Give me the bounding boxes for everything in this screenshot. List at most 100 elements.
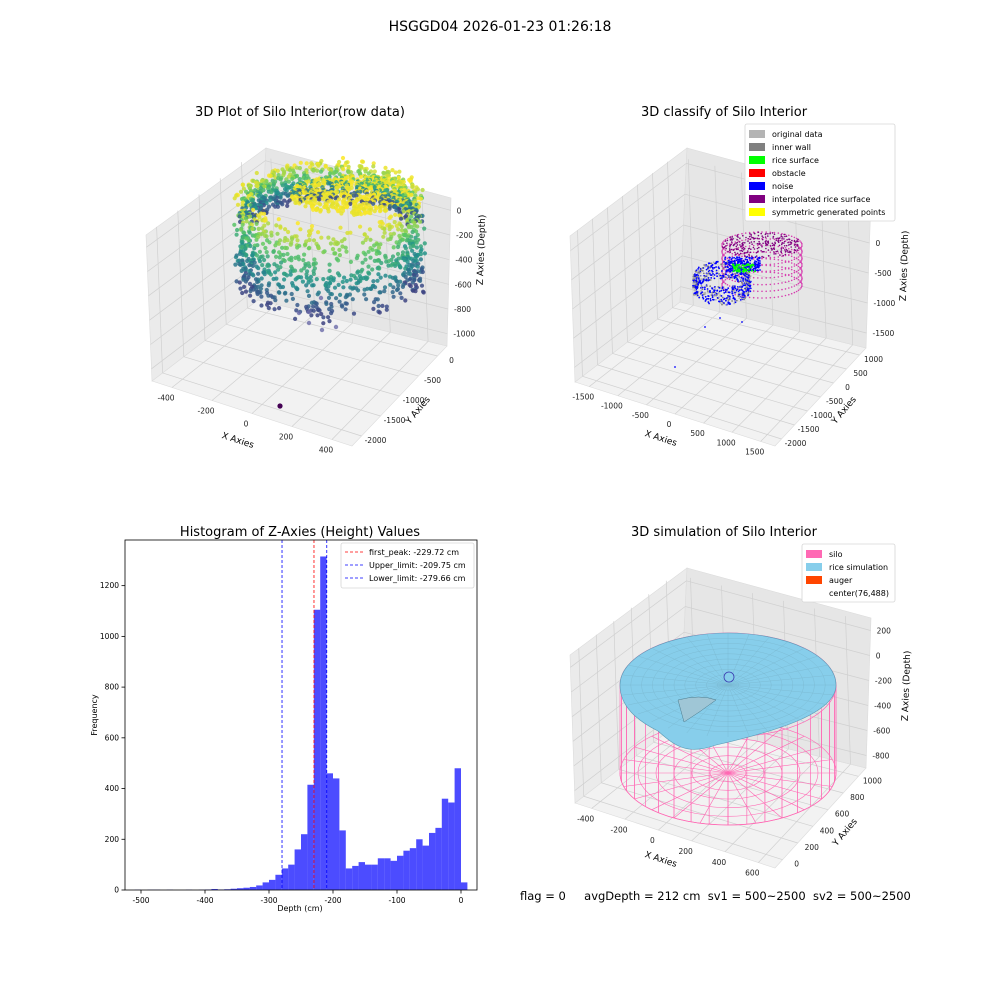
data-point [721, 300, 723, 302]
data-point [718, 293, 720, 295]
data-point [708, 272, 710, 274]
data-point [725, 273, 727, 275]
simulation-x-tick-label: -200 [610, 825, 627, 834]
data-point [796, 258, 798, 260]
data-point [345, 279, 349, 283]
data-point [738, 297, 740, 299]
data-point [765, 241, 767, 243]
data-point [745, 239, 747, 241]
data-point [324, 302, 328, 306]
data-point [788, 281, 790, 283]
histogram-y-tick-label: 600 [105, 733, 120, 742]
data-point [377, 304, 381, 308]
data-point [775, 238, 777, 240]
data-point [744, 276, 746, 278]
data-point [378, 310, 382, 314]
classify-z-tick-label: -1500 [873, 329, 895, 338]
data-point [760, 233, 762, 235]
data-point [714, 267, 716, 269]
data-point [373, 209, 377, 213]
data-point [795, 246, 797, 248]
data-point [315, 313, 319, 317]
data-point [259, 295, 263, 299]
data-point [715, 299, 717, 301]
data-point [277, 291, 281, 295]
data-point [418, 279, 422, 283]
data-point [383, 231, 387, 235]
data-point [367, 171, 371, 175]
histogram-bar [429, 833, 435, 890]
data-point [692, 285, 694, 287]
data-point [751, 243, 753, 245]
data-point [702, 287, 704, 289]
data-point [749, 242, 751, 244]
data-point [318, 202, 322, 206]
data-point [736, 256, 738, 258]
data-point [368, 238, 372, 242]
data-point [391, 285, 395, 289]
data-point [386, 264, 390, 268]
data-point [698, 273, 700, 275]
data-point [762, 243, 764, 245]
data-point [701, 285, 703, 287]
data-point [394, 170, 398, 174]
data-point [716, 290, 718, 292]
data-point [352, 213, 356, 217]
data-point [267, 240, 271, 244]
data-point [258, 250, 262, 254]
raw-data-z-tick-label: -800 [454, 305, 471, 314]
data-point [700, 290, 702, 292]
data-point [794, 272, 796, 274]
raw-data-x-tick-label: 0 [244, 420, 249, 429]
auger-marker [724, 672, 734, 682]
data-point [798, 283, 800, 285]
data-point [714, 295, 716, 297]
data-point [724, 246, 726, 248]
data-point [750, 275, 752, 277]
data-point [321, 250, 325, 254]
data-point [762, 237, 764, 239]
histogram-y-tick-label: 1000 [100, 632, 119, 641]
data-point [373, 169, 377, 173]
histogram-bar [263, 882, 269, 890]
data-point [736, 239, 738, 241]
raw-data-x-tick-label: -400 [157, 394, 174, 403]
data-point [711, 292, 713, 294]
data-point [311, 169, 315, 173]
data-point [401, 285, 405, 289]
data-point [757, 243, 759, 245]
data-point [335, 242, 339, 246]
data-point [331, 247, 335, 251]
data-point [242, 285, 246, 289]
data-point [712, 267, 714, 269]
data-point [740, 261, 742, 263]
data-point [301, 280, 305, 284]
data-point [797, 249, 799, 251]
data-point [770, 290, 772, 292]
data-point [341, 280, 345, 284]
data-point [297, 311, 301, 315]
data-point [711, 263, 713, 265]
data-point [241, 223, 245, 227]
data-point [774, 290, 776, 292]
histogram-bar [378, 858, 384, 890]
histogram-y-tick-label: 800 [105, 683, 120, 692]
data-point [801, 256, 803, 258]
data-point [729, 248, 731, 250]
data-point [396, 227, 400, 231]
data-point [702, 267, 704, 269]
data-point [785, 288, 787, 290]
data-point [781, 262, 783, 264]
data-point [733, 257, 735, 259]
data-point [422, 227, 426, 231]
data-point [725, 245, 727, 247]
data-point [272, 277, 276, 281]
histogram-bar [314, 610, 320, 890]
data-point [391, 290, 395, 294]
data-point [721, 295, 723, 297]
data-point [788, 261, 790, 263]
histogram-legend-label: Upper_limit: -209.75 cm [369, 561, 466, 570]
data-point [791, 260, 793, 262]
data-point [721, 277, 723, 279]
classify-legend-swatch [749, 182, 765, 190]
